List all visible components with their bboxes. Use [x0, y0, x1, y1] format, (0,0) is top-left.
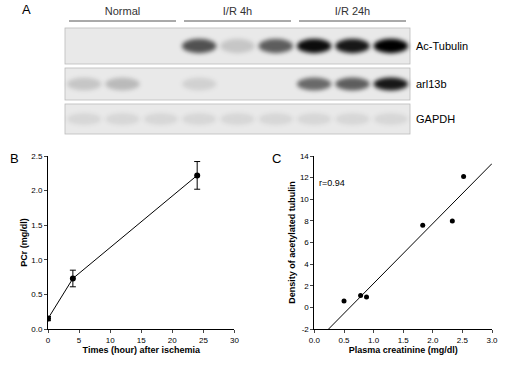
svg-text:0.0: 0.0 — [31, 325, 43, 334]
svg-text:I/R 24h: I/R 24h — [335, 5, 370, 17]
svg-text:10: 10 — [300, 195, 309, 204]
svg-text:Ac-Tubulin: Ac-Tubulin — [416, 40, 468, 52]
svg-text:15: 15 — [137, 336, 146, 345]
svg-text:10: 10 — [106, 336, 115, 345]
svg-text:arl13b: arl13b — [416, 78, 447, 90]
svg-text:3.0: 3.0 — [486, 336, 498, 345]
svg-text:A: A — [22, 2, 31, 17]
svg-text:Normal: Normal — [105, 5, 140, 17]
svg-text:GAPDH: GAPDH — [416, 113, 455, 125]
svg-text:0.5: 0.5 — [31, 290, 43, 299]
svg-text:2.0: 2.0 — [427, 336, 439, 345]
svg-text:2.0: 2.0 — [31, 186, 43, 195]
svg-text:Plasma creatinine (mg/dl): Plasma creatinine (mg/dl) — [349, 345, 458, 355]
svg-text:0.0: 0.0 — [309, 336, 321, 345]
svg-text:1.5: 1.5 — [31, 221, 43, 230]
svg-text:25: 25 — [199, 336, 208, 345]
svg-text:5: 5 — [77, 336, 82, 345]
svg-text:2.5: 2.5 — [31, 152, 43, 161]
svg-text:Times (hour) after ischemia: Times (hour) after ischemia — [83, 345, 201, 355]
svg-text:1.0: 1.0 — [368, 336, 380, 345]
svg-text:0: 0 — [304, 303, 309, 312]
svg-text:2.5: 2.5 — [457, 336, 469, 345]
svg-text:I/R 4h: I/R 4h — [223, 5, 252, 17]
svg-text:B: B — [10, 151, 19, 166]
svg-text:4: 4 — [304, 260, 309, 269]
svg-text:20: 20 — [168, 336, 177, 345]
svg-text:1.5: 1.5 — [398, 336, 410, 345]
svg-text:12: 12 — [300, 173, 309, 182]
svg-text:2: 2 — [304, 282, 309, 291]
svg-text:8: 8 — [304, 217, 309, 226]
svg-text:PCr (mg/dl): PCr (mg/dl) — [19, 218, 29, 267]
svg-text:30: 30 — [230, 336, 239, 345]
svg-text:0.5: 0.5 — [338, 336, 350, 345]
svg-text:C: C — [272, 151, 281, 166]
svg-text:0: 0 — [46, 336, 51, 345]
svg-text:1.0: 1.0 — [31, 256, 43, 265]
svg-text:14: 14 — [300, 152, 309, 161]
svg-text:6: 6 — [304, 238, 309, 247]
svg-text:-2: -2 — [302, 325, 310, 334]
svg-text:Density of acetylated tubulin: Density of acetylated tubulin — [287, 181, 297, 304]
svg-text:r=0.94: r=0.94 — [319, 178, 345, 188]
